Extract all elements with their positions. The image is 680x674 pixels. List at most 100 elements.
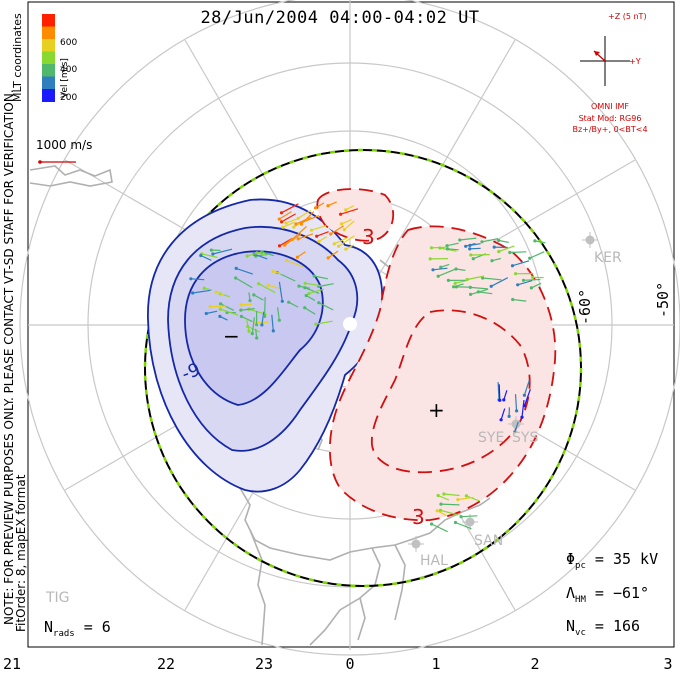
radar-marker-hal bbox=[408, 536, 424, 552]
velocity-tick-400: 400 bbox=[60, 65, 78, 75]
velocity-vector bbox=[298, 285, 311, 289]
color-bar-segment bbox=[42, 89, 55, 102]
velocity-vector bbox=[212, 248, 233, 255]
velocity-vector bbox=[517, 280, 533, 286]
mlt-tick-22: 22 bbox=[156, 655, 176, 673]
velocity-vector bbox=[531, 282, 542, 289]
velocity-vector bbox=[297, 209, 312, 219]
imf-plus-y: +Y bbox=[629, 57, 641, 66]
velocity-vector-origin bbox=[250, 332, 254, 336]
stat-n-vc-sub: vc bbox=[575, 628, 586, 638]
color-bar-segment bbox=[42, 26, 55, 40]
imf-condition: Bz+/By+, 0<BT<4 bbox=[572, 125, 648, 134]
latitude-label-50: -50° bbox=[654, 281, 672, 318]
imf-plus-z: +Z (5 nT) bbox=[608, 12, 647, 21]
velocity-vector bbox=[327, 250, 339, 259]
velocity-vector bbox=[277, 307, 280, 321]
velocity-vector bbox=[248, 292, 251, 301]
velocity-vector bbox=[457, 496, 474, 501]
velocity-vector bbox=[311, 225, 327, 231]
velocity-vector bbox=[523, 388, 531, 406]
velocity-vector bbox=[491, 257, 501, 262]
coordinates-label: MLT coordinates bbox=[11, 13, 24, 102]
velocity-vector bbox=[469, 247, 481, 250]
velocity-vector bbox=[437, 268, 457, 277]
velocity-vector bbox=[240, 308, 255, 311]
stat-n-rads-symbol: N bbox=[44, 618, 54, 636]
velocity-vector bbox=[340, 208, 359, 215]
velocity-vector bbox=[316, 231, 329, 237]
velocity-vector bbox=[192, 289, 211, 294]
stat-lambda-hm-sub: HM bbox=[575, 595, 586, 605]
velocity-vector bbox=[341, 218, 352, 225]
velocity-vector bbox=[440, 503, 460, 506]
mlt-tick-23: 23 bbox=[254, 655, 274, 673]
velocity-vector bbox=[210, 305, 227, 308]
negative-cell-minimum-marker: − bbox=[223, 324, 240, 348]
velocity-vector bbox=[304, 287, 320, 294]
velocity-vector bbox=[498, 245, 515, 253]
velocity-vector bbox=[291, 225, 307, 240]
velocity-vector bbox=[256, 252, 267, 256]
velocity-vector bbox=[318, 302, 334, 311]
velocity-vector bbox=[432, 267, 448, 271]
velocity-vector bbox=[509, 251, 527, 254]
reference-vector-label: 1000 m/s bbox=[36, 138, 93, 152]
velocity-vector bbox=[521, 400, 525, 418]
velocity-vector bbox=[235, 277, 253, 289]
velocity-vector-origin bbox=[239, 303, 243, 307]
color-bar-segment bbox=[42, 14, 55, 27]
velocity-vector bbox=[261, 311, 265, 325]
velocity-vector bbox=[500, 408, 506, 420]
velocity-vector bbox=[282, 221, 295, 228]
velocity-vector-origin bbox=[459, 515, 463, 519]
velocity-vector bbox=[255, 328, 258, 339]
velocity-vector bbox=[241, 303, 253, 306]
velocity-vector bbox=[498, 384, 501, 401]
velocity-vector bbox=[497, 382, 500, 400]
imf-stat-mod: Stat Mod: RG96 bbox=[578, 114, 642, 123]
radar-site-sys: SYS bbox=[512, 430, 539, 446]
radar-marker-san bbox=[462, 514, 478, 530]
stat-n-rads-value: = 6 bbox=[83, 618, 111, 636]
velocity-vector bbox=[295, 216, 312, 225]
color-bar-segment bbox=[42, 76, 55, 90]
hm-boundary-dash bbox=[143, 148, 583, 588]
velocity-vector bbox=[437, 494, 450, 501]
stat-n-vc-symbol: N bbox=[566, 617, 576, 635]
velocity-vector bbox=[236, 267, 253, 275]
stat-phi-pc-value: = 35 kV bbox=[594, 550, 659, 568]
velocity-vectors bbox=[189, 201, 546, 533]
mlt-tick-3: 3 bbox=[663, 655, 673, 673]
velocity-vector bbox=[281, 203, 299, 214]
velocity-vector bbox=[455, 521, 472, 530]
velocity-vector bbox=[345, 244, 355, 250]
velocity-vector bbox=[514, 421, 519, 432]
velocity-vector bbox=[219, 315, 228, 321]
velocity-vector bbox=[512, 298, 527, 302]
velocity-vector bbox=[478, 291, 493, 295]
reference-vector-origin bbox=[38, 160, 42, 164]
velocity-vector bbox=[190, 278, 205, 281]
velocity-vector bbox=[338, 235, 355, 247]
velocity-vector bbox=[288, 301, 299, 308]
velocity-vector bbox=[440, 509, 459, 516]
velocity-vector bbox=[305, 294, 316, 302]
velocity-vector bbox=[512, 260, 530, 267]
velocity-vector bbox=[253, 253, 268, 260]
velocity-vector bbox=[200, 254, 212, 261]
stat-lambda-hm-symbol: Λ bbox=[566, 584, 576, 602]
stat-n-rads-sub: rads bbox=[53, 629, 75, 639]
radar-marker-ker bbox=[582, 232, 598, 248]
radar-site-ker: KER bbox=[594, 250, 622, 266]
velocity-vector bbox=[278, 211, 292, 220]
imf-source: OMNI IMF bbox=[591, 102, 629, 111]
velocity-vector bbox=[498, 239, 509, 243]
latitude-label-60: -60° bbox=[576, 288, 594, 325]
velocity-vector bbox=[315, 320, 333, 325]
velocity-vector bbox=[281, 213, 296, 223]
velocity-vector bbox=[286, 259, 303, 268]
velocity-vector bbox=[503, 390, 508, 401]
velocity-vector bbox=[284, 233, 302, 246]
velocity-vector bbox=[261, 251, 274, 257]
